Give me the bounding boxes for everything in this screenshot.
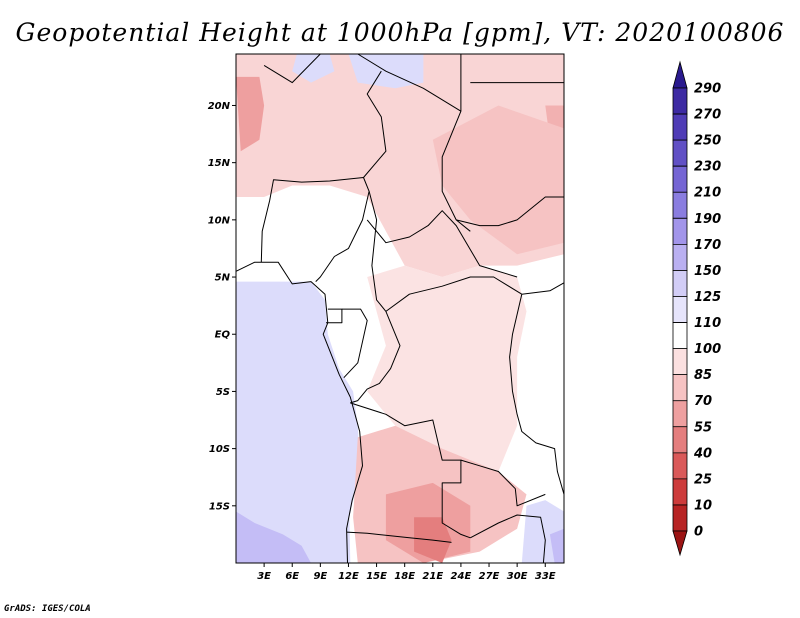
country-borders xyxy=(235,53,565,564)
longitude-axis: 3E 6E 9E 12E 15E 18E 21E 24E 27E 30E 33E xyxy=(257,563,556,582)
field-southwest-ocean-low xyxy=(236,511,311,563)
field-northwest-low xyxy=(292,54,335,83)
lat-tick-label: 5N xyxy=(215,273,231,284)
colorbar-label: 85 xyxy=(694,368,712,383)
lon-tick-label: 9E xyxy=(313,571,327,582)
map-title: Geopotential Height at 1000hPa [gpm], VT… xyxy=(15,18,785,47)
colorbar-label: 10 xyxy=(694,498,712,513)
colorbar-label: 290 xyxy=(694,82,721,97)
colorbar-label: 100 xyxy=(694,342,721,357)
border-east-lakes xyxy=(509,294,565,495)
credit-label: GrADS: IGES/COLA xyxy=(4,604,91,614)
colorbar-swatch xyxy=(672,374,688,402)
colorbar-swatch xyxy=(672,217,688,245)
border-libya-sudan xyxy=(441,54,471,232)
lat-tick-label: 10S xyxy=(209,444,230,455)
field-northwest-high xyxy=(236,76,265,152)
coastline-west-africa xyxy=(235,261,363,564)
colorbar-swatch xyxy=(672,270,688,297)
field-central-pink xyxy=(367,265,527,472)
colorbar-swatch xyxy=(672,165,688,193)
colorbar-label: 230 xyxy=(694,160,721,175)
colorbar-swatch xyxy=(672,452,688,480)
border-algeria-niger xyxy=(263,53,321,84)
colorbar-label: 270 xyxy=(694,108,721,123)
lon-tick-label: 24E xyxy=(451,571,472,582)
lon-tick-label: 18E xyxy=(394,571,415,582)
lon-tick-label: 3E xyxy=(257,571,271,582)
colorbar-swatch xyxy=(672,426,688,454)
lon-tick-label: 27E xyxy=(479,571,500,582)
field-east-high xyxy=(432,105,564,255)
colorbar-swatch xyxy=(672,60,688,89)
lon-tick-label: 12E xyxy=(338,571,359,582)
colorbar-swatch xyxy=(672,504,688,532)
lat-tick-label: 10N xyxy=(208,215,231,226)
field-southeast-lower xyxy=(549,528,564,563)
lon-tick-label: 21E xyxy=(422,571,443,582)
colorbar-label: 110 xyxy=(694,316,721,331)
colorbar-label: 40 xyxy=(693,446,712,461)
colorbar-label: 0 xyxy=(694,525,703,540)
colorbar-label: 170 xyxy=(694,238,721,253)
colorbar-swatch xyxy=(672,348,688,376)
border-angola-namibia xyxy=(346,531,452,543)
colorbar: 2902702502302101901701501251101008570554… xyxy=(672,60,721,557)
lon-tick-label: 6E xyxy=(285,571,299,582)
border-uganda-kenya xyxy=(521,282,565,295)
border-chad-car xyxy=(366,210,518,278)
colorbar-swatch xyxy=(672,191,688,219)
border-car-drc xyxy=(385,276,523,312)
colorbar-swatch xyxy=(672,400,688,428)
lon-tick-label: 15E xyxy=(366,571,387,582)
colorbar-label: 55 xyxy=(694,420,712,435)
field-west-atlantic-ocean xyxy=(236,281,360,563)
border-libya-chad xyxy=(357,53,462,112)
colorbar-label: 190 xyxy=(694,212,721,227)
border-zambia-zimbabwe xyxy=(470,514,546,564)
border-drc-zambia xyxy=(460,459,546,507)
height-fields xyxy=(236,54,564,563)
colorbar-swatch xyxy=(672,243,688,271)
colorbar-swatch xyxy=(672,113,688,141)
border-eq-guinea xyxy=(326,308,343,324)
colorbar-swatch xyxy=(672,87,688,115)
lat-tick-label: 20N xyxy=(208,101,231,112)
colorbar-label: 250 xyxy=(694,134,721,149)
colorbar-swatch xyxy=(672,478,688,506)
colorbar-label: 125 xyxy=(694,290,721,305)
latitude-axis: 20N 15N 10N 5N EQ 5S 10S 15S xyxy=(208,101,236,512)
lat-tick-label: 15N xyxy=(208,158,231,169)
border-sudan-ss xyxy=(456,196,564,227)
colorbar-label: 210 xyxy=(694,186,721,201)
lat-tick-label: EQ xyxy=(215,330,231,341)
border-chad-niger xyxy=(363,70,387,178)
lon-tick-label: 33E xyxy=(535,571,556,582)
colorbar-swatch xyxy=(672,139,688,167)
map-frame xyxy=(235,53,565,564)
lat-tick-label: 5S xyxy=(216,387,230,398)
lat-tick-label: 15S xyxy=(209,501,230,512)
colorbar-label: 70 xyxy=(694,394,712,409)
colorbar-label: 150 xyxy=(694,264,721,279)
border-cameroon-car xyxy=(368,191,387,312)
lon-tick-label: 30E xyxy=(507,571,528,582)
border-drc-congo-river xyxy=(350,311,401,404)
border-gabon-congo xyxy=(341,308,368,379)
colorbar-label: 25 xyxy=(694,472,712,487)
colorbar-swatch xyxy=(672,530,688,557)
colorbar-swatch xyxy=(672,296,688,323)
colorbar-swatch xyxy=(672,322,688,349)
map-area[interactable] xyxy=(235,53,565,564)
